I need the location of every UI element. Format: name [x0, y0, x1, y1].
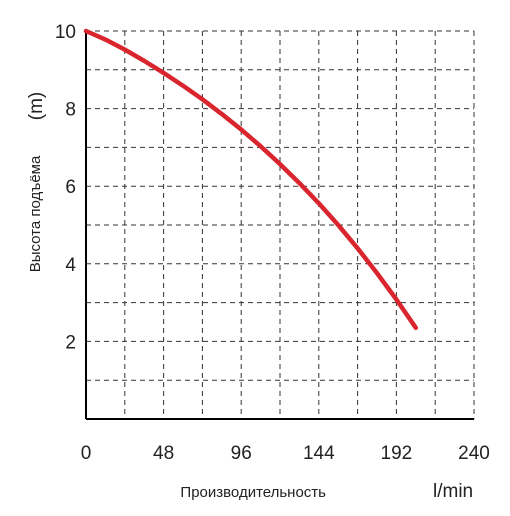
tick-labels: 0 48 96 144 192 240 2 4 6 8 10: [55, 22, 490, 464]
grid: [86, 30, 475, 419]
y-axis-label: Высота подъёма: [27, 155, 44, 272]
x-tick-label: 144: [303, 443, 335, 464]
y-tick-label: 6: [65, 177, 76, 198]
x-tick-label: 240: [458, 443, 490, 464]
x-axis-label: Производительность: [180, 484, 326, 501]
y-axis-unit: (m): [26, 92, 47, 120]
y-tick-label: 10: [55, 22, 76, 43]
x-axis-unit: l/min: [433, 481, 473, 502]
y-tick-label: 2: [65, 332, 76, 353]
x-tick-label: 0: [81, 443, 92, 464]
series-layer: [83, 28, 419, 331]
series-line-0: [83, 28, 419, 331]
y-tick-label: 4: [65, 255, 76, 276]
axes: [85, 31, 474, 420]
x-tick-label: 48: [153, 443, 174, 464]
x-tick-label: 192: [381, 443, 413, 464]
x-tick-label: 96: [231, 443, 252, 464]
y-tick-label: 8: [65, 100, 76, 121]
